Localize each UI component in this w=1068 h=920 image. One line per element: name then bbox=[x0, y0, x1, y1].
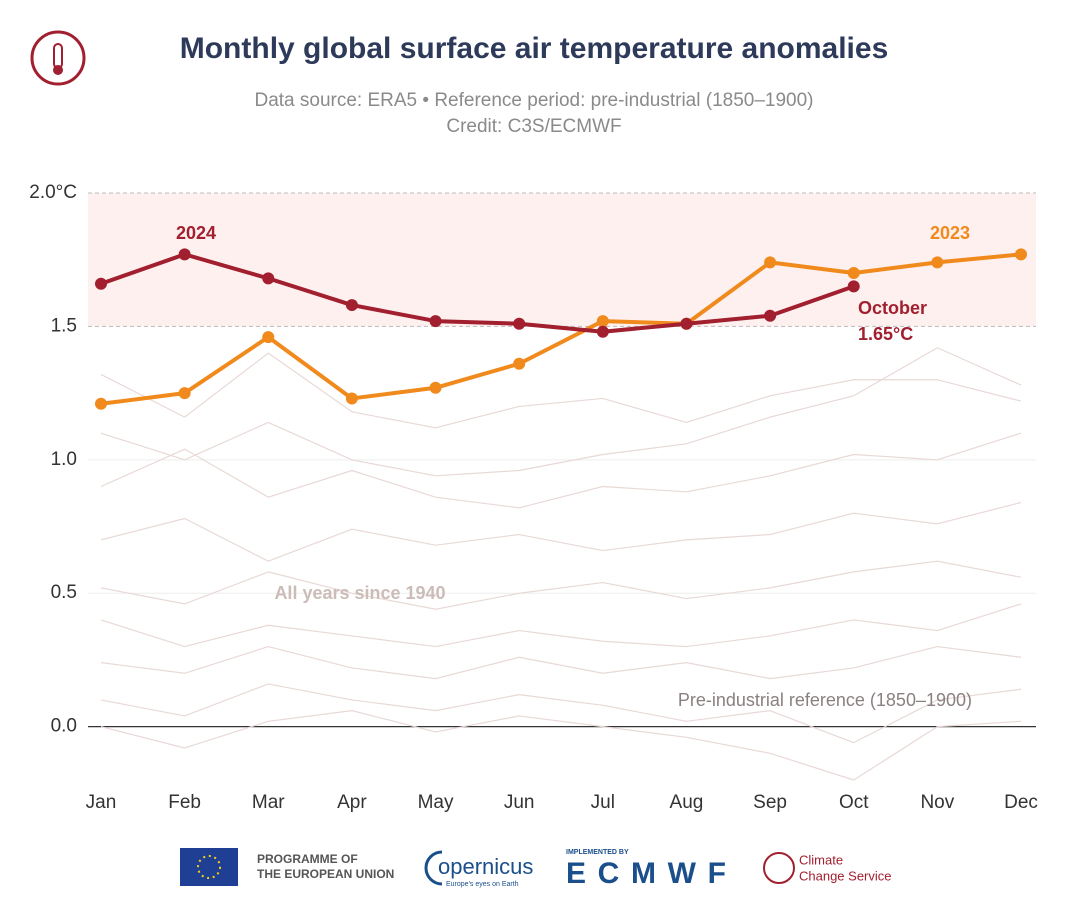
y-tick-label: 1.0 bbox=[51, 449, 77, 470]
annotation: 2024 bbox=[176, 223, 216, 243]
eu-flag bbox=[180, 848, 238, 886]
implemented-by: IMPLEMENTED BY bbox=[566, 849, 629, 856]
x-tick-label: Aug bbox=[670, 792, 704, 813]
background-line bbox=[100, 645, 1022, 680]
c3s-text: Change Service bbox=[799, 868, 892, 883]
ecmwf: ECMWF bbox=[566, 857, 726, 890]
background-line bbox=[100, 501, 1022, 562]
annotation: All years since 1940 bbox=[274, 583, 445, 603]
x-tick-label: Jun bbox=[504, 792, 535, 813]
x-tick-label: Jan bbox=[86, 792, 117, 813]
point bbox=[262, 331, 275, 344]
series-line bbox=[100, 252, 855, 334]
point bbox=[764, 256, 777, 269]
x-tick-label: Apr bbox=[337, 792, 367, 813]
y-tick-label: 2.0°C bbox=[29, 182, 77, 203]
eu-text: PROGRAMME OF bbox=[257, 852, 358, 866]
annotation: 2023 bbox=[930, 223, 970, 243]
y-tick-label: 0.0 bbox=[51, 716, 77, 737]
eu-stars bbox=[197, 855, 221, 879]
highlight-band bbox=[88, 193, 1036, 327]
chart-title: Monthly global surface air temperature a… bbox=[180, 32, 889, 65]
point bbox=[345, 299, 358, 312]
y-tick-label: 1.5 bbox=[51, 315, 77, 336]
point bbox=[345, 392, 358, 405]
x-tick-label: Feb bbox=[168, 792, 201, 813]
background-line bbox=[100, 352, 1022, 429]
point bbox=[680, 317, 693, 330]
point bbox=[429, 315, 442, 328]
point bbox=[1015, 248, 1027, 261]
x-tick-label: Oct bbox=[839, 792, 869, 813]
point bbox=[596, 315, 609, 328]
point bbox=[178, 248, 191, 261]
background-line bbox=[100, 432, 1022, 509]
point bbox=[513, 317, 526, 330]
x-tick-label: May bbox=[418, 792, 454, 813]
credit: Credit: C3S/ECMWF bbox=[446, 116, 621, 137]
subtitle: Data source: ERA5 • Reference period: pr… bbox=[254, 90, 813, 111]
copernicus-tagline: Europe's eyes on Earth bbox=[446, 881, 519, 888]
point bbox=[596, 325, 609, 338]
point bbox=[95, 277, 107, 290]
background-line bbox=[100, 683, 1022, 744]
series-line bbox=[100, 252, 1022, 406]
copernicus-text: opernicus bbox=[438, 854, 533, 879]
background-line bbox=[100, 560, 1022, 610]
point bbox=[931, 256, 944, 269]
logo bbox=[30, 30, 86, 86]
copernicus-c bbox=[424, 850, 443, 886]
point bbox=[764, 309, 777, 322]
annotation: 1.65°C bbox=[858, 324, 913, 344]
x-tick-label: Sep bbox=[753, 792, 787, 813]
background-line bbox=[100, 710, 1022, 781]
point bbox=[847, 267, 860, 280]
plot: 0.0 0.5 1.0 1.5 2.0°C Jan Feb Mar Apr May Jun Jul Au… bbox=[29, 182, 1038, 813]
annotation: Pre-industrial reference (1850–1900) bbox=[678, 690, 972, 710]
point bbox=[262, 272, 275, 285]
x-tick-label: Mar bbox=[252, 792, 285, 813]
point bbox=[847, 280, 860, 293]
annotation: October bbox=[858, 298, 927, 318]
c3s-text: Climate bbox=[799, 852, 843, 867]
x-tick-label: Dec bbox=[1004, 792, 1038, 813]
point bbox=[95, 397, 107, 410]
c3s-logo bbox=[763, 852, 795, 884]
eu-text: THE EUROPEAN UNION bbox=[257, 867, 394, 881]
point bbox=[429, 381, 442, 394]
background-line bbox=[100, 347, 1022, 477]
y-tick-label: 0.5 bbox=[51, 582, 77, 603]
point bbox=[513, 357, 526, 370]
background-line bbox=[100, 603, 1022, 648]
point bbox=[178, 387, 191, 400]
x-tick-label: Jul bbox=[591, 792, 615, 813]
footer: PROGRAMME OF THE EUROPEAN UNION opernicu… bbox=[180, 848, 892, 890]
x-tick-label: Nov bbox=[920, 792, 954, 813]
